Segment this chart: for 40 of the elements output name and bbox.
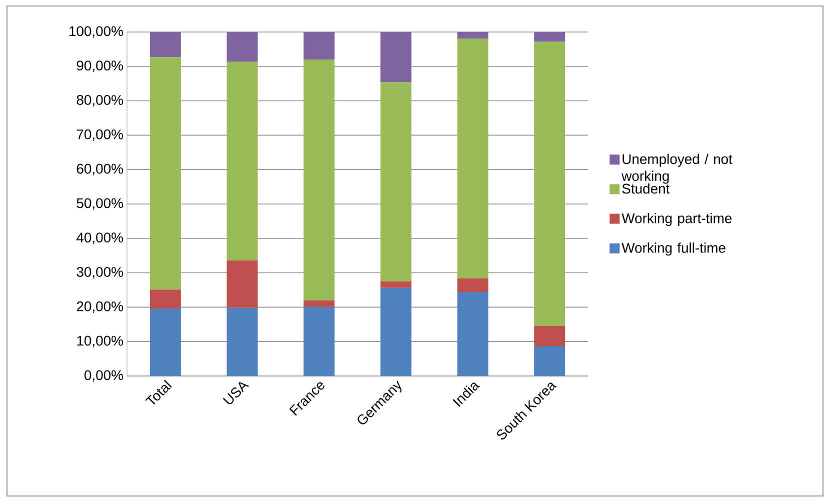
y-tick-label: 20,00% xyxy=(76,301,123,313)
bar xyxy=(534,42,566,326)
y-tick-label: 80,00% xyxy=(76,95,123,107)
x-tick-label: USA xyxy=(222,382,250,404)
bar xyxy=(226,32,258,62)
bar xyxy=(150,308,181,376)
y-tick-label: 100,00% xyxy=(69,26,123,38)
y-tick-label: 60,00% xyxy=(76,164,123,176)
bar xyxy=(380,281,412,288)
bar xyxy=(457,292,488,376)
legend-label: Working part-time xyxy=(622,212,732,226)
legend-label: Working full-time xyxy=(622,242,726,256)
y-tick-label: 90,00% xyxy=(76,60,123,72)
bar xyxy=(226,260,258,308)
y-tick-label: 40,00% xyxy=(76,232,123,244)
y-tick-label: 30,00% xyxy=(76,267,123,279)
bar xyxy=(534,32,566,42)
bar xyxy=(380,82,412,282)
bar xyxy=(534,326,566,346)
bar xyxy=(380,288,412,376)
bar xyxy=(457,32,488,39)
y-tick-label: 50,00% xyxy=(76,198,123,210)
y-tick-label: 10,00% xyxy=(77,336,123,348)
bar xyxy=(150,32,181,58)
bar xyxy=(150,57,181,290)
bar xyxy=(304,300,335,307)
y-tick-label: 0,00% xyxy=(84,370,123,382)
bar xyxy=(150,290,181,309)
bar xyxy=(457,38,488,278)
bar xyxy=(304,60,335,300)
bar xyxy=(380,32,412,82)
bar xyxy=(304,32,335,60)
bar xyxy=(534,346,566,376)
bar xyxy=(226,308,258,376)
bar xyxy=(304,306,335,376)
bar xyxy=(226,62,258,260)
legend-label: Student xyxy=(622,183,670,194)
bar xyxy=(457,278,488,292)
legend-label: Unemployed / not working xyxy=(622,154,732,184)
y-tick-label: 70,00% xyxy=(76,129,123,141)
